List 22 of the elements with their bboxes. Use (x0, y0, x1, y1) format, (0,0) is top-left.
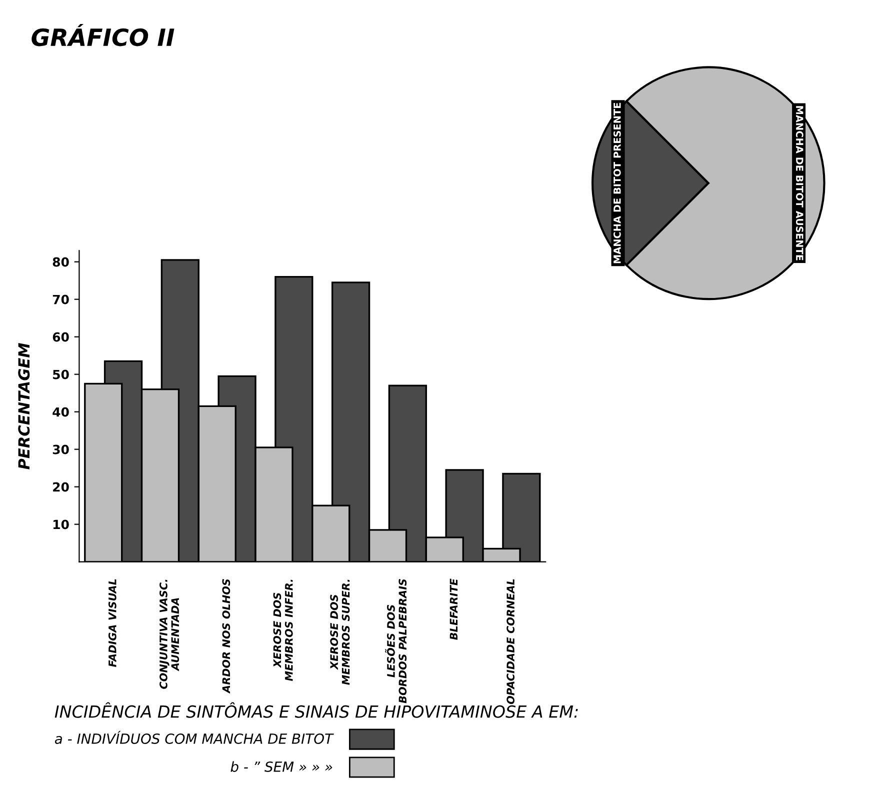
y-axis-title: PERCENTAGEM (18, 342, 30, 470)
legend-label: a - INDIVÍDUOS COM MANCHA DE BITOT (54, 730, 334, 744)
legend-label: b - ” SEM » » » (230, 761, 332, 772)
y-tick-label: 30 (52, 444, 69, 454)
x-tick-label: CONJUNTIVA VASC. AUMENTADA (160, 580, 180, 689)
y-tick-label: 40 (52, 407, 69, 417)
y-tick-label: 20 (53, 482, 69, 492)
chart-title: GRÁFICO II (32, 24, 174, 46)
y-tick-label: 50 (53, 370, 69, 380)
y-tick-label: 60 (52, 332, 69, 342)
x-tick-label: FADIGA VISUAL (108, 579, 116, 667)
x-tick-label: BLEFARITE (450, 578, 458, 640)
x-tick-label: XEROSE DOS MEMBROS INFER. (273, 580, 293, 682)
slice-label: MANCHA DE BITOT AUSENTE (796, 106, 804, 260)
x-tick-label: LESÕES DOS BORDOS PALPEBRAIS (385, 579, 407, 704)
y-tick-label: 10 (53, 520, 69, 530)
slice-label: MANCHA DE BITOT PRESENTE (613, 102, 621, 264)
x-tick-label: OPACIDADE CORNEAL (506, 579, 514, 704)
y-tick-label: 70 (52, 294, 69, 304)
x-tick-label: XEROSE DOS MEMBROS SUPER. (330, 580, 350, 685)
y-tick-label: 80 (52, 257, 69, 267)
x-tick-label: ARDOR NOS OLHOS (222, 579, 230, 694)
